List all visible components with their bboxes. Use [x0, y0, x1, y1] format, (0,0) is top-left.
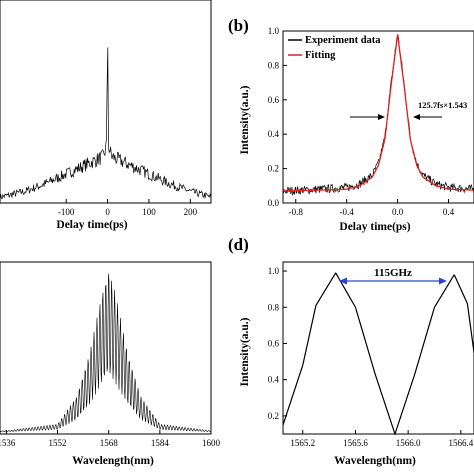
- panel-d-y-label: Intensity(a.u.): [239, 317, 251, 386]
- panel-d: (d) 1565.2 1565.6 1566.0 1566.4 0.20.40.60.…: [228, 235, 474, 467]
- panel-b-y-ticks: 0.0 0.2 0.4 0.6 0.8 1.0: [268, 26, 287, 208]
- panel-a-x-tick-label: 200: [184, 207, 198, 217]
- panel-b-y-tick-label: 0.0: [268, 198, 280, 208]
- panel-d-x-tick-label: 1565.2: [290, 438, 315, 448]
- panel-c: 1536 1552 1568 1584 1600 Wavelength(nm): [0, 261, 221, 467]
- panel-b-y-tick-label: 0.4: [268, 129, 280, 139]
- panel-d-trace: [282, 272, 474, 436]
- right-arrow-head: [413, 114, 420, 120]
- panel-c-x-tick-label: 1552: [49, 438, 67, 448]
- panel-a-frame: [0, 0, 212, 204]
- panel-b-label: (b): [228, 16, 249, 35]
- panel-c-x-tick-label: 1568: [100, 438, 119, 448]
- panel-d-y-ticks: 0.2 0.4 0.6 0.8 1.0: [268, 266, 287, 421]
- legend-fitting-label: Fitting: [305, 50, 336, 61]
- panel-d-frame: [282, 261, 474, 435]
- panel-d-x-tick-label: 1565.6: [343, 438, 368, 448]
- panel-d-spacing-annotation: 115GHz: [374, 267, 412, 279]
- panel-c-x-tick-label: 1536: [0, 438, 16, 448]
- panel-a-x-tick-label: 0: [105, 207, 110, 217]
- panel-b-y-label: Intensity(a.u.): [239, 85, 251, 154]
- panel-d-y-tick-label: 1.0: [268, 266, 280, 276]
- panel-b-y-tick-label: 1.0: [268, 26, 280, 36]
- panel-b-y-tick-label: 0.6: [268, 95, 280, 105]
- panel-a-x-ticks: -100 0 100 200: [58, 199, 198, 217]
- panel-b-fwhm-annotation: 125.7fs×1.543: [418, 100, 467, 110]
- panel-c-x-label: Wavelength(nm): [72, 455, 154, 467]
- panel-d-x-ticks: 1565.2 1565.6 1566.0 1566.4: [290, 430, 474, 448]
- panel-b-y-tick-label: 0.2: [268, 164, 279, 174]
- panel-c-x-tick-label: 1584: [151, 438, 170, 448]
- panel-a: -100 0 100 200 Delay time(ps): [0, 0, 212, 231]
- panel-b-x-tick-label: -0.8: [289, 207, 304, 217]
- panel-b-frame: [282, 30, 474, 204]
- spacing-arrow-right-head: [439, 277, 447, 285]
- panel-c-x-tick-label: 1600: [202, 438, 221, 448]
- panel-b-fitting-curve: [282, 34, 474, 192]
- panel-a-x-tick-label: 100: [142, 207, 156, 217]
- panel-d-x-label: Wavelength(nm): [334, 455, 416, 467]
- spacing-arrow-left-head: [339, 277, 347, 285]
- panel-d-label: (d): [228, 235, 249, 254]
- panel-b-x-tick-label: -0.4: [340, 207, 355, 217]
- panel-b-x-tick-label: 0.4: [443, 207, 455, 217]
- panel-d-y-tick-label: 0.4: [268, 375, 280, 385]
- panel-a-x-label: Delay time(ps): [56, 219, 127, 231]
- panel-d-y-tick-label: 0.8: [268, 302, 280, 312]
- panel-b-x-label: Delay time(ps): [339, 221, 410, 233]
- legend-experiment-label: Experiment data: [305, 35, 381, 46]
- panel-a-trace: [0, 47, 212, 201]
- panel-a-x-tick-label: -100: [58, 207, 75, 217]
- panel-d-x-tick-label: 1566.4: [448, 438, 473, 448]
- panel-b-y-tick-label: 0.8: [268, 60, 280, 70]
- left-arrow-head: [378, 114, 385, 120]
- panel-b: (b) -0.8 -0.4 0.0 0.4 0.0 0.2 0.4 0.6 0.8 1.0 Ex…: [228, 16, 474, 233]
- panel-d-y-tick-label: 0.2: [268, 411, 279, 421]
- panel-c-frame: [0, 261, 212, 435]
- panel-b-x-tick-label: 0.0: [392, 207, 404, 217]
- panel-c-x-ticks: 1536 1552 1568 1584 1600: [0, 430, 221, 448]
- panel-c-spectrum: [0, 273, 212, 433]
- panel-d-x-tick-label: 1566.0: [396, 438, 421, 448]
- panel-b-experiment-trace: [282, 34, 474, 197]
- panel-b-x-ticks: -0.8 -0.4 0.0 0.4: [289, 199, 455, 217]
- panel-d-y-tick-label: 0.6: [268, 338, 280, 348]
